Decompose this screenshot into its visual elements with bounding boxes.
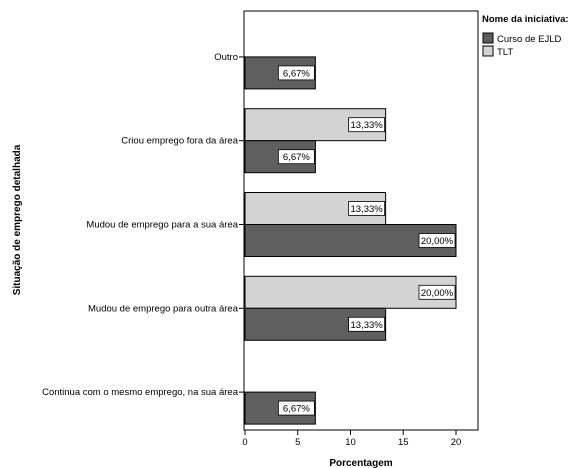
x-axis-title: Porcentagem: [329, 458, 392, 468]
y-tick-label: Criou emprego fora da área: [121, 136, 238, 147]
data-label-box: [348, 316, 386, 332]
legend-label: TLT: [497, 47, 513, 58]
data-label-box: [348, 117, 386, 133]
x-tick-label: 0: [242, 437, 247, 448]
x-tick-label: 20: [451, 437, 462, 448]
data-label: 20,00%: [421, 236, 454, 247]
data-label: 13,33%: [351, 204, 384, 215]
legend: Nome da iniciativa: Curso de EJLD TLT: [482, 14, 569, 58]
legend-label: Curso de EJLD: [497, 34, 562, 45]
y-tick-label: Outro: [214, 52, 238, 63]
data-label-box: [348, 201, 386, 216]
data-label-box: [418, 284, 456, 300]
data-label: 13,33%: [351, 320, 384, 331]
legend-swatch: [482, 45, 494, 57]
legend-title: Nome da iniciativa:: [482, 14, 569, 25]
y-tick-label: Mudou de emprego para outra área: [88, 303, 239, 314]
x-tick-label: 10: [345, 437, 356, 448]
data-label: 13,33%: [351, 120, 384, 131]
data-label: 6,67%: [283, 152, 310, 163]
y-axis-title: Situação de emprego detalhada: [12, 144, 23, 295]
data-labels-layer: 6,67% 13,33% 6,67% 13,33% 20,00% 20,00% 13,33%…: [277, 65, 456, 416]
axis-layer: Outro Criou emprego fora da área Mudou de …: [42, 52, 461, 448]
data-label-box: [418, 233, 456, 248]
data-label-box: [277, 149, 315, 165]
data-label-box: [277, 400, 315, 416]
y-tick-label: Mudou de emprego para a sua área: [86, 220, 238, 231]
x-tick-label: 15: [398, 437, 409, 448]
y-tick-label: Continua com o mesmo emprego, na sua áre…: [42, 387, 239, 398]
data-label: 6,67%: [283, 404, 310, 415]
data-label: 20,00%: [421, 288, 454, 299]
data-label-box: [277, 65, 315, 81]
data-label: 6,67%: [283, 68, 310, 79]
x-tick-label: 5: [295, 437, 300, 448]
legend-swatch: [482, 32, 494, 44]
